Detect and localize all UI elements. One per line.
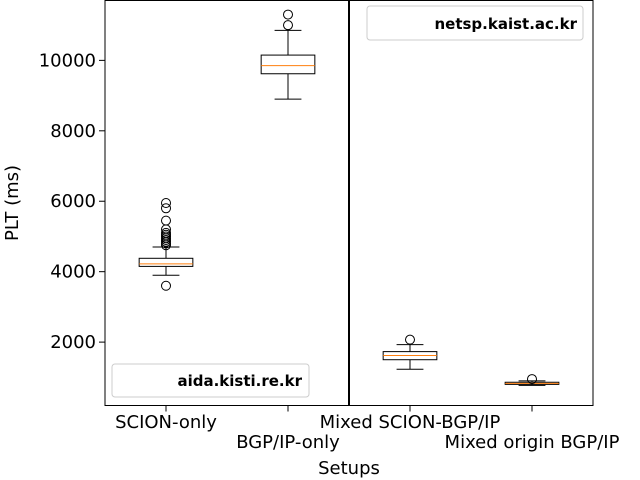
- y-tick-label: 4000: [50, 262, 96, 283]
- x-tick-label: BGP/IP-only: [236, 432, 340, 453]
- y-tick-label: 10000: [39, 50, 96, 71]
- y-tick-label: 6000: [50, 191, 96, 212]
- outlier-point: [161, 203, 171, 214]
- iqr-box: [260, 54, 316, 75]
- outlier-point: [161, 280, 171, 291]
- legend-label-netsp: netsp.kaist.ac.kr: [434, 15, 577, 33]
- y-tick-label: 8000: [50, 121, 96, 142]
- legend-box: [111, 363, 310, 398]
- outlier-point: [283, 20, 293, 31]
- legend-box: [366, 5, 584, 41]
- legend-label-aida: aida.kisti.re.kr: [177, 372, 302, 390]
- outlier-point: [161, 215, 171, 226]
- outlier-point: [527, 374, 537, 385]
- legend-right-panel: netsp.kaist.ac.kr: [366, 5, 584, 41]
- box-group: [504, 374, 560, 386]
- box-group: [138, 198, 194, 291]
- y-axis-title: PLT (ms): [2, 165, 23, 241]
- outlier-point: [161, 227, 171, 238]
- y-axis: 2000 4000 6000 8000 10000: [39, 50, 105, 353]
- x-tick-label: Mixed origin BGP/IP: [445, 432, 620, 453]
- iqr-box: [138, 257, 194, 267]
- box-group: [382, 334, 438, 370]
- x-tick-label: Mixed SCION-BGP/IP: [320, 412, 501, 433]
- outlier-point: [283, 9, 293, 20]
- plot-layer: [138, 9, 560, 386]
- y-tick-label: 2000: [50, 332, 96, 353]
- box-group: [260, 9, 316, 100]
- x-tick-label: SCION-only: [115, 412, 217, 433]
- legend-left-panel: aida.kisti.re.kr: [111, 363, 310, 398]
- outlier-point: [161, 198, 171, 208]
- x-axis-title: Setups: [318, 458, 380, 479]
- outlier-point: [405, 334, 415, 345]
